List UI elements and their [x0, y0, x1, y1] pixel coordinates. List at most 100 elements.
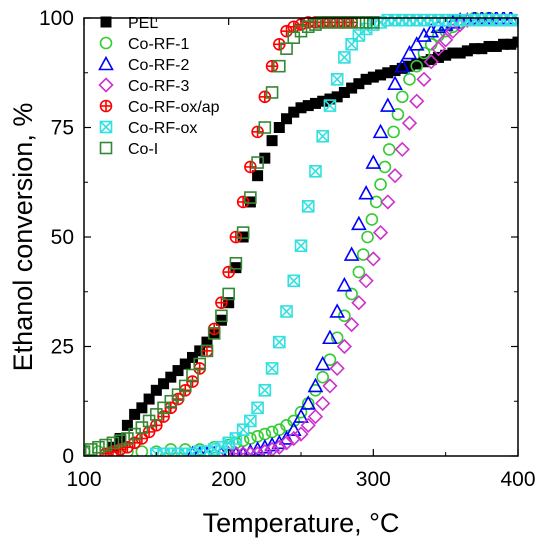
data-point: [265, 425, 279, 439]
data-point: [164, 394, 178, 408]
data-point: [324, 93, 336, 105]
series-co-rf-3: [221, 12, 475, 456]
data-point: [135, 421, 149, 434]
data-point: [469, 43, 481, 55]
legend-marker: [99, 36, 113, 50]
data-point: [287, 274, 301, 288]
data-point: [244, 191, 257, 204]
data-point: [336, 338, 353, 355]
data-point: [222, 287, 235, 301]
data-point: [280, 42, 293, 55]
data-point: [165, 371, 177, 383]
data-point: [411, 58, 423, 70]
data-point: [294, 24, 308, 38]
data-point: [346, 82, 358, 94]
data-point: [157, 401, 170, 415]
data-point: [265, 362, 279, 375]
data-point: [215, 296, 228, 310]
data-point: [265, 86, 279, 99]
data-point: [498, 38, 510, 50]
data-point: [258, 90, 272, 104]
data-point: [309, 97, 321, 109]
data-point: [356, 248, 370, 261]
y-axis-title: Ethanol conversion, %: [8, 103, 38, 372]
data-point: [258, 383, 272, 397]
data-point: [447, 47, 459, 59]
data-point: [432, 51, 444, 63]
data-point: [382, 67, 394, 79]
data-point: [215, 309, 228, 323]
data-point: [353, 78, 365, 90]
data-point: [403, 73, 416, 86]
data-point: [302, 100, 314, 112]
data-point: [359, 22, 373, 36]
data-point: [394, 58, 411, 73]
legend-marker: [98, 55, 114, 71]
data-point: [164, 401, 178, 415]
data-point: [244, 160, 257, 174]
data-point: [258, 121, 272, 134]
data-point: [336, 277, 353, 292]
data-point: [343, 246, 360, 261]
legend-label: Co-RF-2: [128, 57, 189, 74]
data-point: [251, 125, 264, 139]
data-point: [301, 200, 315, 213]
y-tick-label: 75: [51, 117, 74, 140]
data-point: [236, 195, 250, 209]
data-point: [483, 40, 495, 52]
data-point: [215, 314, 227, 326]
data-point: [272, 37, 286, 51]
data-point: [237, 231, 249, 243]
data-point: [307, 408, 324, 425]
legend-marker: [98, 77, 114, 93]
data-point: [287, 414, 301, 428]
data-point: [92, 440, 105, 454]
data-point: [251, 401, 264, 415]
data-point: [345, 287, 358, 301]
data-point: [150, 384, 162, 396]
data-point: [317, 95, 329, 107]
data-point: [454, 47, 466, 59]
data-point: [351, 215, 367, 231]
data-point: [323, 99, 337, 112]
data-point: [172, 365, 184, 377]
data-marks: [84, 12, 518, 456]
data-point: [113, 434, 127, 447]
data-point: [379, 97, 396, 112]
data-point: [330, 73, 344, 86]
data-point: [114, 432, 126, 444]
data-point: [99, 438, 112, 452]
data-point: [193, 357, 207, 371]
data-point: [365, 154, 382, 169]
legend-marker: [99, 99, 113, 113]
data-point: [178, 379, 192, 393]
data-point: [396, 62, 408, 74]
data-point: [416, 27, 432, 42]
data-point: [287, 31, 301, 45]
data-point: [186, 375, 199, 388]
legend-marker: [100, 16, 112, 28]
data-point: [215, 440, 228, 454]
data-point: [512, 36, 518, 48]
data-point: [387, 75, 403, 90]
data-point: [273, 122, 285, 133]
data-point: [394, 141, 410, 158]
data-point: [285, 421, 302, 437]
data-point: [300, 417, 316, 433]
data-point: [404, 60, 415, 72]
data-point: [417, 46, 431, 60]
data-point: [186, 368, 199, 382]
legend-marker: [99, 120, 113, 134]
data-point: [401, 44, 418, 60]
data-point: [158, 378, 170, 390]
data-point: [287, 20, 301, 34]
data-point: [221, 446, 237, 456]
legend-label: Co-RF-3: [128, 78, 189, 95]
data-point: [294, 239, 308, 253]
data-point: [106, 436, 120, 450]
data-point: [330, 16, 344, 29]
data-point: [372, 123, 389, 139]
data-point: [135, 445, 149, 456]
data-point: [380, 194, 396, 210]
